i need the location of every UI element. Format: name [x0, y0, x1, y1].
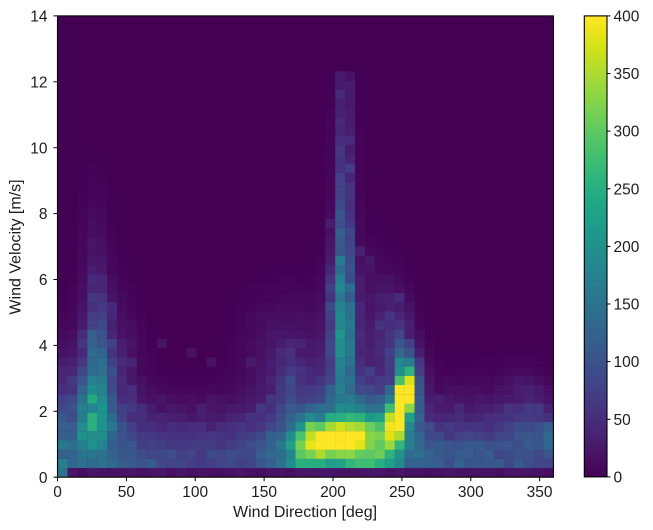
svg-text:300: 300 [458, 484, 484, 501]
svg-text:10: 10 [30, 140, 48, 157]
svg-text:250: 250 [614, 181, 640, 198]
svg-text:150: 150 [614, 297, 640, 314]
svg-text:2: 2 [39, 404, 48, 421]
svg-text:14: 14 [30, 9, 48, 26]
svg-text:0: 0 [39, 470, 48, 487]
svg-text:200: 200 [320, 484, 346, 501]
svg-text:150: 150 [251, 484, 277, 501]
svg-text:12: 12 [30, 74, 47, 91]
svg-text:200: 200 [614, 239, 640, 256]
svg-text:0: 0 [53, 484, 62, 501]
svg-text:Wind Direction [deg]: Wind Direction [deg] [233, 504, 377, 521]
svg-text:100: 100 [182, 484, 208, 501]
svg-text:6: 6 [39, 272, 48, 289]
svg-text:8: 8 [39, 206, 48, 223]
svg-text:Wind Velocity [m/s]: Wind Velocity [m/s] [8, 179, 25, 314]
svg-text:4: 4 [39, 338, 48, 355]
svg-text:400: 400 [614, 9, 640, 26]
svg-text:50: 50 [614, 412, 632, 429]
svg-text:250: 250 [389, 484, 415, 501]
svg-text:0: 0 [614, 470, 623, 487]
svg-text:350: 350 [614, 66, 640, 83]
svg-text:350: 350 [527, 484, 553, 501]
svg-text:300: 300 [614, 124, 640, 141]
svg-text:100: 100 [614, 354, 640, 371]
svg-text:50: 50 [118, 484, 136, 501]
